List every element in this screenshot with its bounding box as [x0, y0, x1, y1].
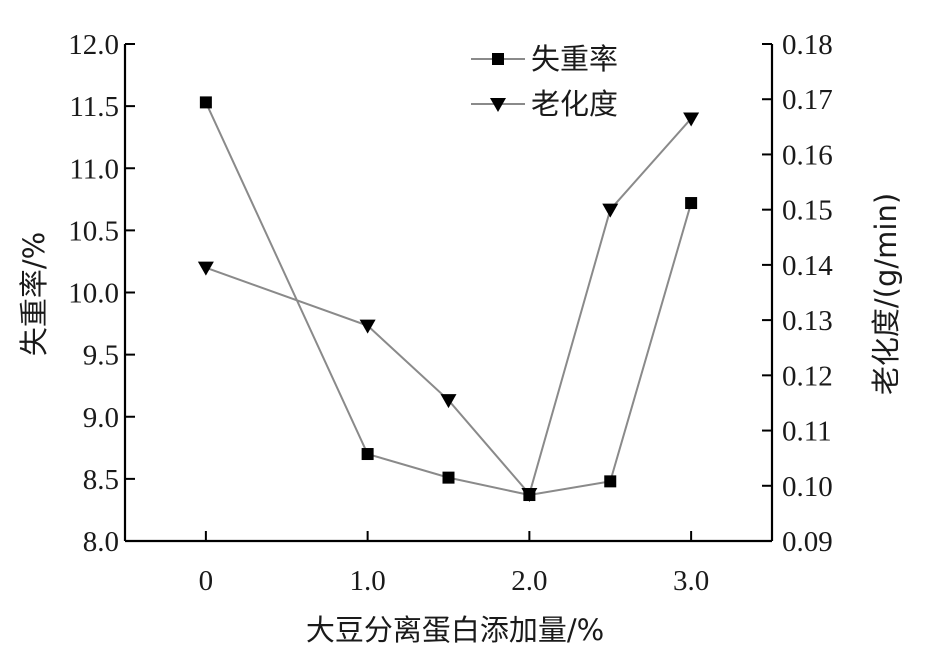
right-y-tick-label: 0.12	[782, 360, 833, 392]
right-y-tick-label: 0.16	[782, 139, 833, 171]
left-y-tick-label: 9.5	[83, 340, 119, 372]
axes-layer: 8.0 8.5 9.0 9.5 10.0 10.5 11.0 11.5 12.0 0.09 0.10…	[68, 29, 833, 597]
right-y-axis-title: 老化度/(g/min)	[869, 193, 903, 395]
right-y-tick-label: 0.10	[782, 471, 833, 503]
left-y-tick-label: 8.0	[83, 526, 119, 558]
right-y-tick-label: 0.11	[782, 416, 832, 448]
series-weight-loss	[199, 96, 698, 502]
series-aging-degree	[197, 112, 700, 503]
legend-label: 老化度	[531, 87, 618, 121]
right-y-tick-label: 0.09	[782, 526, 833, 558]
left-y-tick-label: 11.5	[69, 91, 119, 123]
data-point-triangle	[521, 488, 538, 503]
x-tick-label: 1.0	[350, 565, 386, 597]
x-tick-label: 0	[199, 565, 214, 597]
legend-marker-triangle	[490, 98, 506, 112]
legend-marker-square	[492, 53, 504, 65]
series-layer	[197, 96, 700, 503]
data-point-square	[685, 197, 698, 210]
left-y-tick-label: 8.5	[83, 464, 119, 496]
right-y-tick-label: 0.14	[782, 250, 833, 282]
data-point-square	[199, 96, 212, 109]
right-y-tick-label: 0.17	[782, 84, 833, 116]
left-y-tick-label: 9.0	[83, 402, 119, 434]
left-y-tick-label: 11.0	[69, 153, 119, 185]
data-point-square	[604, 475, 617, 488]
left-y-tick-label: 10.5	[68, 215, 119, 247]
data-point-triangle	[683, 112, 700, 127]
x-tick-label: 2.0	[511, 565, 547, 597]
data-point-triangle	[440, 394, 457, 409]
series-line	[205, 117, 692, 497]
data-point-square	[442, 471, 455, 484]
data-point-triangle	[359, 319, 376, 334]
right-y-tick-label: 0.15	[782, 195, 833, 227]
left-y-axis-title: 失重率/%	[17, 232, 51, 356]
data-point-triangle	[197, 261, 214, 276]
right-y-tick-label: 0.13	[782, 305, 833, 337]
legend-label: 失重率	[531, 42, 618, 76]
x-axis-title: 大豆分离蛋白添加量/%	[306, 613, 604, 647]
left-y-tick-label: 10.0	[68, 278, 119, 310]
data-point-square	[361, 448, 374, 461]
data-point-triangle	[602, 203, 619, 218]
series-line	[204, 101, 693, 497]
x-tick-label: 3.0	[673, 565, 709, 597]
left-y-tick-label: 12.0	[68, 29, 119, 61]
right-y-tick-label: 0.18	[782, 29, 833, 61]
